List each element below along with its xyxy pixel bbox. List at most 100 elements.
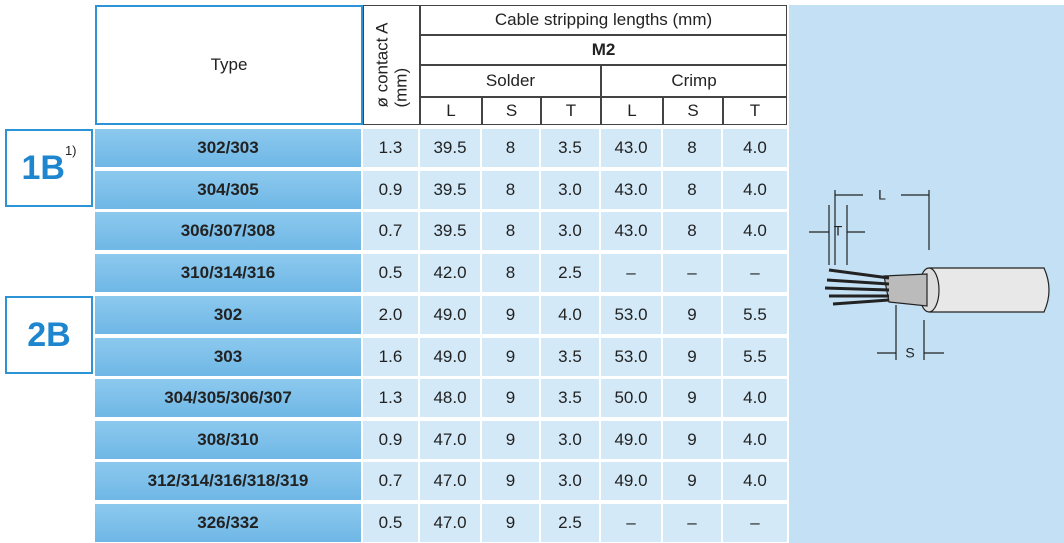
crimp-header: Crimp (601, 65, 787, 97)
sub-header: T (541, 97, 601, 125)
value-cell: 9 (663, 379, 721, 417)
value-cell: 3.5 (541, 129, 599, 167)
value-cell: 8 (482, 212, 539, 250)
value-cell: 43.0 (601, 170, 661, 209)
type-cell: 326/332 (95, 503, 361, 542)
sub-header: L (420, 97, 482, 125)
sub-header: T (723, 97, 787, 125)
value-cell: 8 (663, 170, 721, 209)
value-cell: 9 (482, 420, 539, 459)
contact-text: ø contact A (mm) (373, 22, 411, 107)
value-cell: 43.0 (601, 212, 661, 250)
value-cell: – (663, 253, 721, 292)
value-cell: 3.0 (541, 462, 599, 500)
cable-diagram: L T S (809, 187, 1050, 361)
value-cell: 8 (482, 170, 539, 209)
value-cell: 4.0 (723, 379, 787, 417)
value-cell: 43.0 (601, 129, 661, 167)
value-cell: 4.0 (723, 129, 787, 167)
value-cell: – (601, 253, 661, 292)
type-cell: 310/314/316 (95, 253, 361, 292)
value-cell: 8 (663, 129, 721, 167)
value-cell: 9 (663, 462, 721, 500)
value-cell: 39.5 (420, 129, 480, 167)
solder-header: Solder (420, 65, 601, 97)
value-cell: 4.0 (723, 462, 787, 500)
value-cell: 47.0 (420, 462, 480, 500)
value-cell: 9 (663, 296, 721, 334)
type-cell: 302 (95, 296, 361, 334)
value-cell: 0.5 (363, 253, 418, 292)
value-cell: 2.5 (541, 253, 599, 292)
group-label: 1B 1) (5, 129, 93, 207)
type-cell: 303 (95, 337, 361, 376)
value-cell: 0.9 (363, 170, 418, 209)
value-cell: 5.5 (723, 337, 787, 376)
value-cell: 4.0 (723, 170, 787, 209)
value-cell: 3.0 (541, 420, 599, 459)
type-cell: 304/305 (95, 170, 361, 209)
contact-header: ø contact A (mm) (363, 5, 420, 125)
value-cell: 49.0 (601, 420, 661, 459)
group-name: 2B (27, 315, 71, 354)
sub-header: L (601, 97, 663, 125)
value-cell: – (601, 503, 661, 542)
value-cell: – (723, 503, 787, 542)
value-cell: 8 (663, 212, 721, 250)
value-cell: 53.0 (601, 296, 661, 334)
value-cell: 9 (482, 337, 539, 376)
value-cell: 9 (482, 296, 539, 334)
value-cell: 49.0 (601, 462, 661, 500)
type-cell: 312/314/316/318/319 (95, 462, 361, 500)
group-label: 2B (5, 296, 93, 374)
value-cell: 4.0 (541, 296, 599, 334)
variant: M2 (420, 35, 787, 65)
dimension-label: L (878, 187, 886, 203)
value-cell: 3.0 (541, 170, 599, 209)
value-cell: 47.0 (420, 503, 480, 542)
type-cell: 304/305/306/307 (95, 379, 361, 417)
type-cell: 308/310 (95, 420, 361, 459)
contact-line: ø contact A (372, 22, 392, 108)
sub-header: S (663, 97, 723, 125)
value-cell: 39.5 (420, 212, 480, 250)
value-cell: 2.5 (541, 503, 599, 542)
dimension-label: S (905, 345, 914, 361)
value-cell: 9 (663, 420, 721, 459)
value-cell: 8 (482, 129, 539, 167)
value-cell: 1.6 (363, 337, 418, 376)
value-cell: 4.0 (723, 212, 787, 250)
value-cell: 49.0 (420, 296, 480, 334)
contact-line: (mm) (391, 67, 411, 108)
value-cell: 48.0 (420, 379, 480, 417)
value-cell: 39.5 (420, 170, 480, 209)
value-cell: 3.5 (541, 379, 599, 417)
value-cell: 2.0 (363, 296, 418, 334)
value-cell: 9 (482, 379, 539, 417)
group-name: 1B (21, 148, 65, 187)
value-cell: 0.7 (363, 462, 418, 500)
value-cell: 3.5 (541, 337, 599, 376)
value-cell: 50.0 (601, 379, 661, 417)
type-header: Type (95, 5, 363, 125)
value-cell: 9 (663, 337, 721, 376)
dimension-label: T (834, 223, 843, 239)
type-cell: 306/307/308 (95, 212, 361, 250)
value-cell: 1.3 (363, 129, 418, 167)
sub-header: S (482, 97, 541, 125)
value-cell: – (723, 253, 787, 292)
value-cell: 0.7 (363, 212, 418, 250)
value-cell: 9 (482, 503, 539, 542)
value-cell: 0.5 (363, 503, 418, 542)
value-cell: 1.3 (363, 379, 418, 417)
value-cell: 9 (482, 462, 539, 500)
value-cell: 0.9 (363, 420, 418, 459)
group-title: Cable stripping lengths (mm) (420, 5, 787, 35)
value-cell: 5.5 (723, 296, 787, 334)
value-cell: 42.0 (420, 253, 480, 292)
value-cell: – (663, 503, 721, 542)
value-cell: 3.0 (541, 212, 599, 250)
value-cell: 4.0 (723, 420, 787, 459)
value-cell: 47.0 (420, 420, 480, 459)
